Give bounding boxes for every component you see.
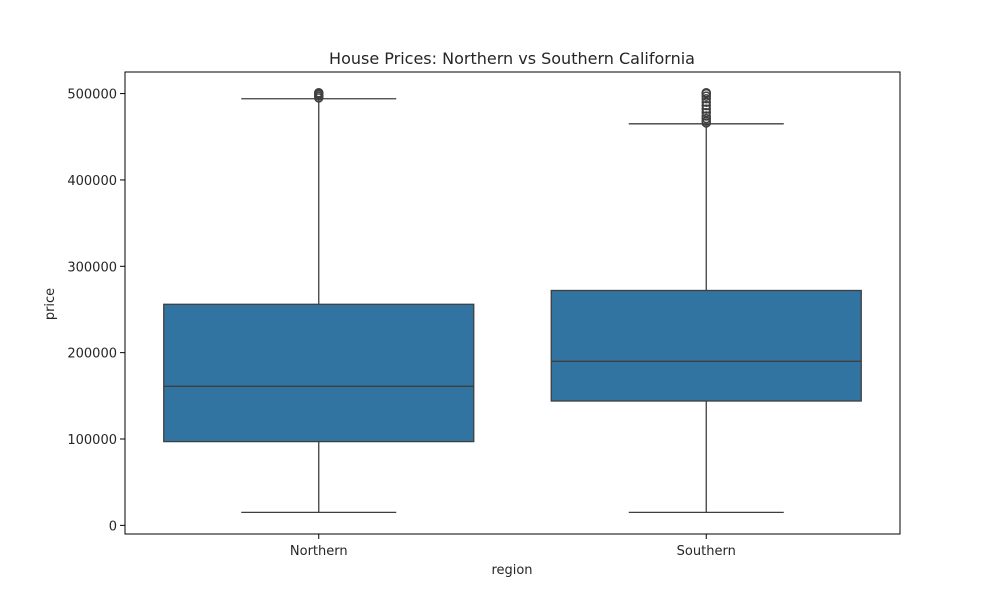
chart-marks: 0 100000 200000 300000 400000 500000 Northern S…: [67, 87, 862, 559]
box-southern: [550, 289, 862, 402]
y-axis-label: price: [43, 288, 58, 320]
x-tick-label-northern: Northern: [290, 544, 348, 559]
x-tick-label-southern: Southern: [677, 544, 736, 559]
outlier-point-southern: [701, 111, 711, 121]
y-tick-label: 500000: [67, 88, 117, 103]
box-northern: [163, 303, 475, 443]
outlier-point-southern: [701, 91, 711, 101]
outlier-point-southern: [701, 87, 711, 98]
outlier-point-southern: [701, 94, 711, 104]
y-tick-label: 400000: [67, 174, 117, 189]
outlier-point-northern: [314, 87, 324, 98]
y-tick-label: 200000: [67, 347, 117, 362]
outlier-point-southern: [701, 107, 711, 118]
y-tick-label: 0: [109, 519, 117, 534]
y-tick-label: 100000: [67, 433, 117, 448]
plot-area-frame: [124, 71, 901, 535]
x-axis-label: region: [491, 563, 532, 578]
y-tick-label: 300000: [67, 260, 117, 275]
chart-title: House Prices: Northern vs Southern Calif…: [329, 49, 695, 68]
outlier-point-southern: [701, 113, 711, 124]
outlier-point-southern: [701, 100, 711, 111]
outlier-point-southern: [701, 104, 711, 114]
